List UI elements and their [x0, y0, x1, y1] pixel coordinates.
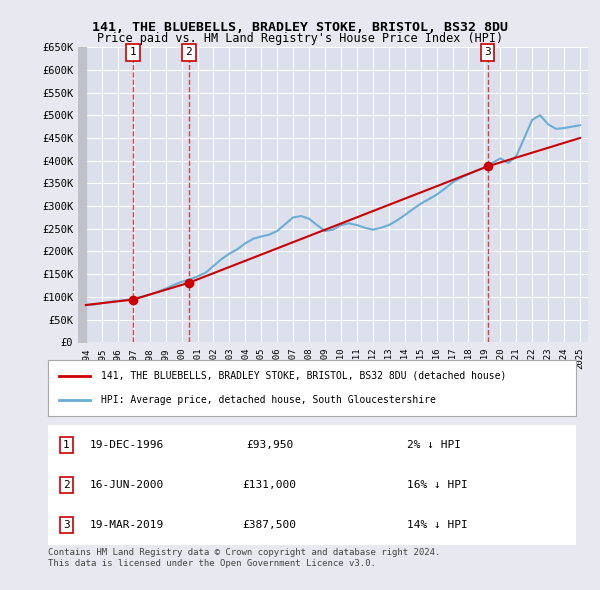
- Text: Price paid vs. HM Land Registry's House Price Index (HPI): Price paid vs. HM Land Registry's House …: [97, 32, 503, 45]
- Text: £131,000: £131,000: [243, 480, 297, 490]
- Text: 2% ↓ HPI: 2% ↓ HPI: [407, 440, 461, 450]
- Text: 19-MAR-2019: 19-MAR-2019: [90, 520, 164, 530]
- Text: HPI: Average price, detached house, South Gloucestershire: HPI: Average price, detached house, Sout…: [101, 395, 436, 405]
- Text: 1: 1: [130, 47, 137, 57]
- Text: 141, THE BLUEBELLS, BRADLEY STOKE, BRISTOL, BS32 8DU (detached house): 141, THE BLUEBELLS, BRADLEY STOKE, BRIST…: [101, 371, 506, 381]
- Text: 3: 3: [484, 47, 491, 57]
- Text: 19-DEC-1996: 19-DEC-1996: [90, 440, 164, 450]
- Text: 2: 2: [185, 47, 192, 57]
- Text: 14% ↓ HPI: 14% ↓ HPI: [407, 520, 468, 530]
- Text: £387,500: £387,500: [243, 520, 297, 530]
- Text: Contains HM Land Registry data © Crown copyright and database right 2024.
This d: Contains HM Land Registry data © Crown c…: [48, 548, 440, 568]
- Text: £93,950: £93,950: [246, 440, 293, 450]
- Text: 16-JUN-2000: 16-JUN-2000: [90, 480, 164, 490]
- Text: 1: 1: [63, 440, 70, 450]
- Text: 16% ↓ HPI: 16% ↓ HPI: [407, 480, 468, 490]
- Text: 3: 3: [63, 520, 70, 530]
- Text: 141, THE BLUEBELLS, BRADLEY STOKE, BRISTOL, BS32 8DU: 141, THE BLUEBELLS, BRADLEY STOKE, BRIST…: [92, 21, 508, 34]
- Text: 2: 2: [63, 480, 70, 490]
